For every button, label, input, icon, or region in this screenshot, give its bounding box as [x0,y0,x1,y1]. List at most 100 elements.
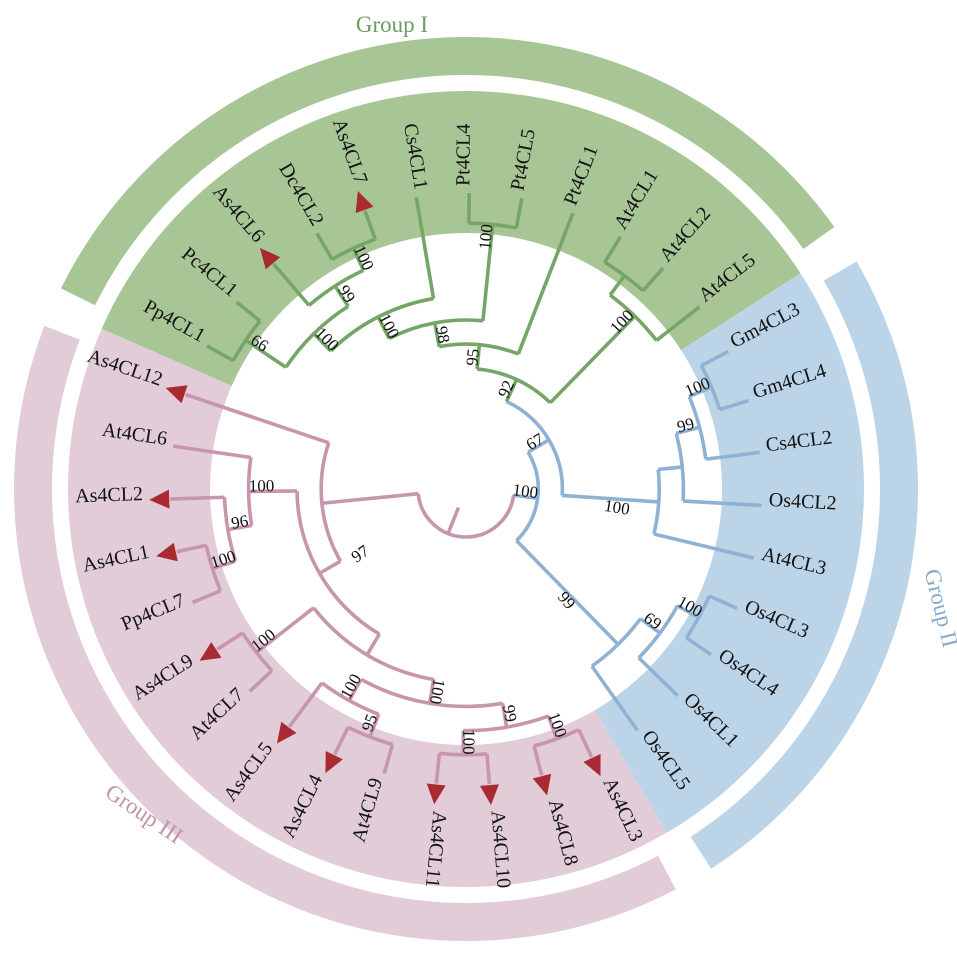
branch-radial [427,679,436,704]
taxon-label: Os4CL2 [768,489,837,515]
branch-radial [675,425,701,436]
triangle-marker [583,753,601,777]
leaf-branch [205,344,235,363]
branch-radial [333,284,350,308]
triangle-marker [532,773,552,796]
triangle-marker [260,248,281,270]
leaf-branch [708,594,738,610]
leaf-branch [485,753,492,785]
bootstrap-value: 98 [432,325,454,345]
branch-radial [312,332,333,353]
leaf-branch [641,266,665,292]
leaf-branch [532,745,544,776]
branch-radial [351,247,366,271]
bootstrap-value: 100 [426,677,449,705]
leaf-branch [603,235,623,264]
branch-arc [674,432,686,502]
leaf-branch [682,499,762,508]
leaf-branch [235,300,262,323]
leaf-branch [590,665,639,732]
leaf-branch [216,631,244,651]
branch-radial [368,713,381,738]
leaf-branch [516,212,575,355]
branch-arc [609,293,658,342]
leaf-branch [685,636,713,657]
branch-radial [475,344,482,370]
band-group-iii [67,328,667,888]
leaf-branch [577,728,594,758]
branch-radial [318,559,342,575]
leaf-branch [382,743,395,774]
leaf-branch [333,726,350,756]
triangle-marker [149,489,170,509]
group-ii-label: Group II [919,566,957,650]
leaf-branch [288,681,324,728]
branch-radial [504,378,519,403]
branch-arc [360,677,503,709]
ring-group-iii [14,325,676,942]
tree-branches [170,192,762,785]
band-group-i [101,90,801,386]
branch-radial [527,438,550,454]
group-i-label: Group I [356,12,428,37]
leaf-branch [172,444,252,460]
leaf-branch [315,232,334,261]
leaf-markers [149,191,601,806]
branch-radial [433,322,442,348]
branch-arc [590,617,642,668]
leaf-branch [514,197,524,229]
triangle-marker [325,750,343,774]
bootstrap-value: 95 [462,348,482,367]
branch-radial [227,523,252,532]
leaf-branch [655,305,701,342]
bootstrap-value: 97 [348,541,373,567]
leaf-branch [170,495,225,501]
bootstrap-value: 99 [499,703,521,723]
branch-radial [481,224,495,322]
branch-radial [562,493,659,504]
branch-radial [548,314,637,404]
leaf-branch [414,196,436,299]
leaf-branch [637,656,679,698]
branch-radial [676,604,700,620]
bootstrap-value: 100 [459,729,478,755]
leaf-branch [176,543,207,554]
triangle-marker [156,542,178,562]
branch-arc [416,493,516,539]
branch-arc [284,304,350,369]
leaf-branch [700,349,729,368]
branch-radial [365,633,381,656]
triangle-marker [426,783,446,805]
branch-radial [255,606,315,654]
triangle-marker [355,191,374,214]
bootstrap-value: 100 [603,496,631,519]
triangle-marker [479,784,499,806]
bootstrap-value: 99 [675,414,696,437]
leaf-branch [705,450,760,461]
branch-radial [608,274,626,297]
triangle-marker [199,641,222,661]
triangle-marker [165,385,188,404]
bootstrap-value: 96 [230,511,250,533]
branch-radial [513,493,538,501]
leaf-branch [719,398,750,412]
bootstrap-value: 100 [512,480,540,502]
leaf-branch [184,392,330,445]
branch-radial [244,338,287,369]
branch-radial [639,617,661,635]
branch-radial [321,491,419,506]
root-stub [446,506,461,535]
branch-radial [546,715,559,740]
leaf-branch [363,210,377,240]
bootstrap-value: 100 [475,223,496,250]
triangle-marker [276,721,297,744]
taxon-label: As4CL2 [75,483,144,507]
leaf-branch [248,669,274,693]
bootstrap-value: 99 [554,588,579,613]
branch-radial [211,559,236,571]
branch-radial [658,465,683,472]
leaf-branch [191,589,222,605]
branch-radial [248,489,298,494]
